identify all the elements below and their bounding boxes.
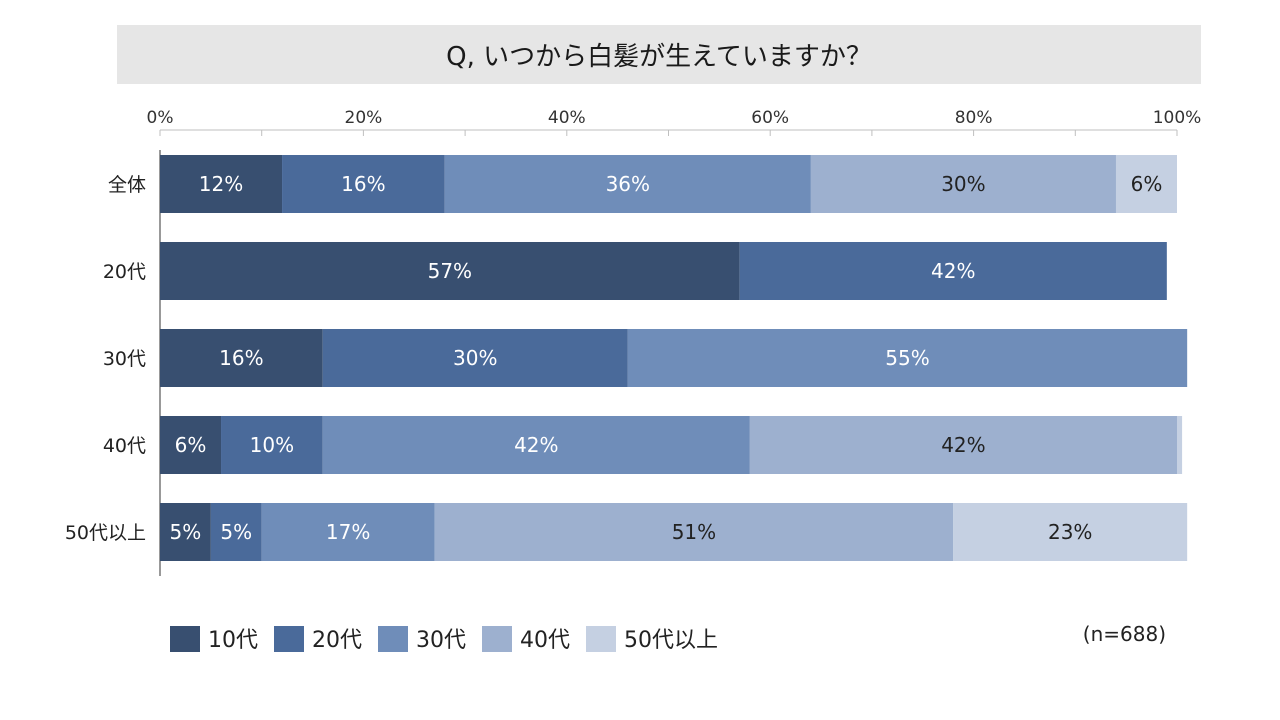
category-label: 30代 <box>103 348 146 370</box>
legend-label: 40代 <box>520 628 570 653</box>
x-tick-label: 20% <box>345 108 383 128</box>
category-label: 50代以上 <box>65 522 146 544</box>
legend-swatch <box>378 626 408 652</box>
data-label: 42% <box>514 433 558 457</box>
bar-segment <box>322 329 628 387</box>
data-label: 55% <box>885 346 929 370</box>
bar-segment <box>221 416 323 474</box>
data-label: 16% <box>219 346 263 370</box>
data-label: 30% <box>941 172 985 196</box>
bar-segment <box>160 242 740 300</box>
bar-segment <box>953 503 1188 561</box>
category-label: 40代 <box>103 435 146 457</box>
legend-swatch <box>586 626 616 652</box>
bar-segment <box>749 416 1177 474</box>
data-label: 42% <box>941 433 985 457</box>
bar-segment <box>160 416 222 474</box>
bar-segment <box>1115 155 1177 213</box>
category-label: 全体 <box>108 174 146 196</box>
bar-segment <box>810 155 1116 213</box>
data-label: 30% <box>453 346 497 370</box>
data-label: 23% <box>1048 520 1092 544</box>
bar-segment <box>1177 416 1183 474</box>
bar-segment <box>160 329 323 387</box>
data-label: 5% <box>170 520 202 544</box>
bar-segment <box>210 503 262 561</box>
data-label: 51% <box>672 520 716 544</box>
bar-segment <box>739 242 1167 300</box>
x-tick-label: 80% <box>955 108 993 128</box>
x-tick-label: 40% <box>548 108 586 128</box>
data-label: 42% <box>931 259 975 283</box>
bar-segment <box>444 155 811 213</box>
legend-label: 30代 <box>416 628 466 653</box>
data-label: 16% <box>341 172 385 196</box>
data-label: 5% <box>220 520 252 544</box>
legend-label: 50代以上 <box>624 628 718 653</box>
legend-swatch <box>482 626 512 652</box>
sample-size-note: (n=688) <box>1083 622 1166 646</box>
bar-segment <box>627 329 1188 387</box>
data-label: 10% <box>250 433 294 457</box>
x-tick-label: 60% <box>751 108 789 128</box>
legend-label: 10代 <box>208 628 258 653</box>
bar-segment <box>322 416 750 474</box>
bar-segment <box>261 503 435 561</box>
data-label: 36% <box>606 172 650 196</box>
legend-swatch <box>274 626 304 652</box>
data-label: 17% <box>326 520 370 544</box>
data-label: 6% <box>1131 172 1163 196</box>
category-label: 20代 <box>103 261 146 283</box>
data-label: 12% <box>199 172 243 196</box>
legend-label: 20代 <box>312 628 362 653</box>
bar-segment <box>434 503 954 561</box>
bar-segment <box>160 503 211 561</box>
bar-segment <box>160 155 283 213</box>
bar-segment <box>282 155 445 213</box>
x-tick-label: 0% <box>147 108 174 128</box>
x-tick-label: 100% <box>1153 108 1202 128</box>
chart-title: Q, いつから白髪が生えていますか？ <box>117 25 1201 84</box>
data-label: 6% <box>175 433 207 457</box>
data-label: 57% <box>428 259 472 283</box>
legend-swatch <box>170 626 200 652</box>
